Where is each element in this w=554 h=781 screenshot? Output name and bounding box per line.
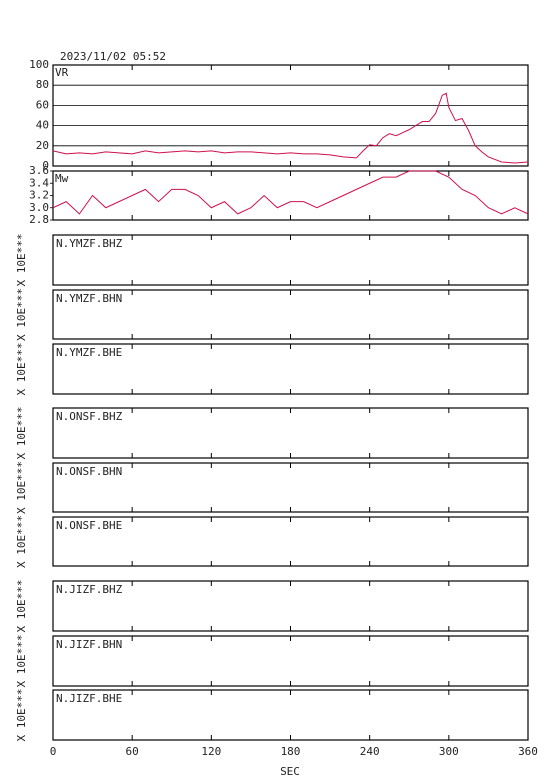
station-label: N.ONSF.BHZ <box>56 410 123 423</box>
station-panel <box>52 689 529 741</box>
x-tick-label: 120 <box>201 745 221 758</box>
amplitude-scale: X 10E*** <box>15 288 28 341</box>
series-label: Mw <box>55 172 69 185</box>
trace-line <box>52 92 529 164</box>
y-tick-label: 3.0 <box>29 201 49 214</box>
trace-line <box>52 170 529 215</box>
y-tick-label: 60 <box>36 98 49 111</box>
y-tick-label: 100 <box>29 58 49 71</box>
amplitude-scale: X 10E*** <box>15 515 28 568</box>
station-panel <box>52 407 529 459</box>
y-tick-label: 3.2 <box>29 189 49 202</box>
station-label: N.YMZF.BHE <box>56 346 122 359</box>
series-label: VR <box>55 66 69 79</box>
amplitude-scale: X 10E*** <box>15 689 28 742</box>
y-tick-label: 3.4 <box>29 176 49 189</box>
station-panel <box>52 635 529 687</box>
y-tick-label: 2.8 <box>29 213 49 226</box>
station-panel <box>52 516 529 567</box>
amplitude-scale: X 10E*** <box>15 234 28 287</box>
station-panel <box>52 580 529 632</box>
y-tick-label: 80 <box>36 78 49 91</box>
station-label: N.JIZF.BHZ <box>56 583 123 596</box>
station-panel <box>52 234 529 286</box>
station-label: N.JIZF.BHN <box>56 638 122 651</box>
y-tick-label: 20 <box>36 139 49 152</box>
x-tick-label: 240 <box>360 745 380 758</box>
amplitude-scale: X 10E*** <box>15 343 28 396</box>
y-tick-label: 3.6 <box>29 164 49 177</box>
amplitude-scale: X 10E*** <box>15 580 28 633</box>
y-tick-label: 40 <box>36 119 49 132</box>
amplitude-scale: X 10E*** <box>15 635 28 688</box>
station-label: N.YMZF.BHZ <box>56 237 123 250</box>
station-panel <box>52 343 529 395</box>
y-tick-label: 0 <box>42 159 49 172</box>
station-panel <box>52 289 529 340</box>
x-tick-label: 300 <box>439 745 459 758</box>
amplitude-scale: X 10E*** <box>15 461 28 514</box>
station-label: N.ONSF.BHN <box>56 465 122 478</box>
station-panel <box>52 462 529 513</box>
x-tick-label: 180 <box>281 745 301 758</box>
chart-frame <box>52 170 529 221</box>
timestamp: 2023/11/02 05:52 <box>60 50 166 63</box>
station-label: N.ONSF.BHE <box>56 519 122 532</box>
amplitude-scale: X 10E*** <box>15 407 28 460</box>
x-tick-label: 0 <box>50 745 57 758</box>
x-axis-label: SEC <box>280 765 300 778</box>
x-tick-label: 360 <box>518 745 538 758</box>
x-tick-label: 60 <box>126 745 139 758</box>
station-label: N.YMZF.BHN <box>56 292 122 305</box>
chart-frame <box>52 64 529 167</box>
station-label: N.JIZF.BHE <box>56 692 122 705</box>
